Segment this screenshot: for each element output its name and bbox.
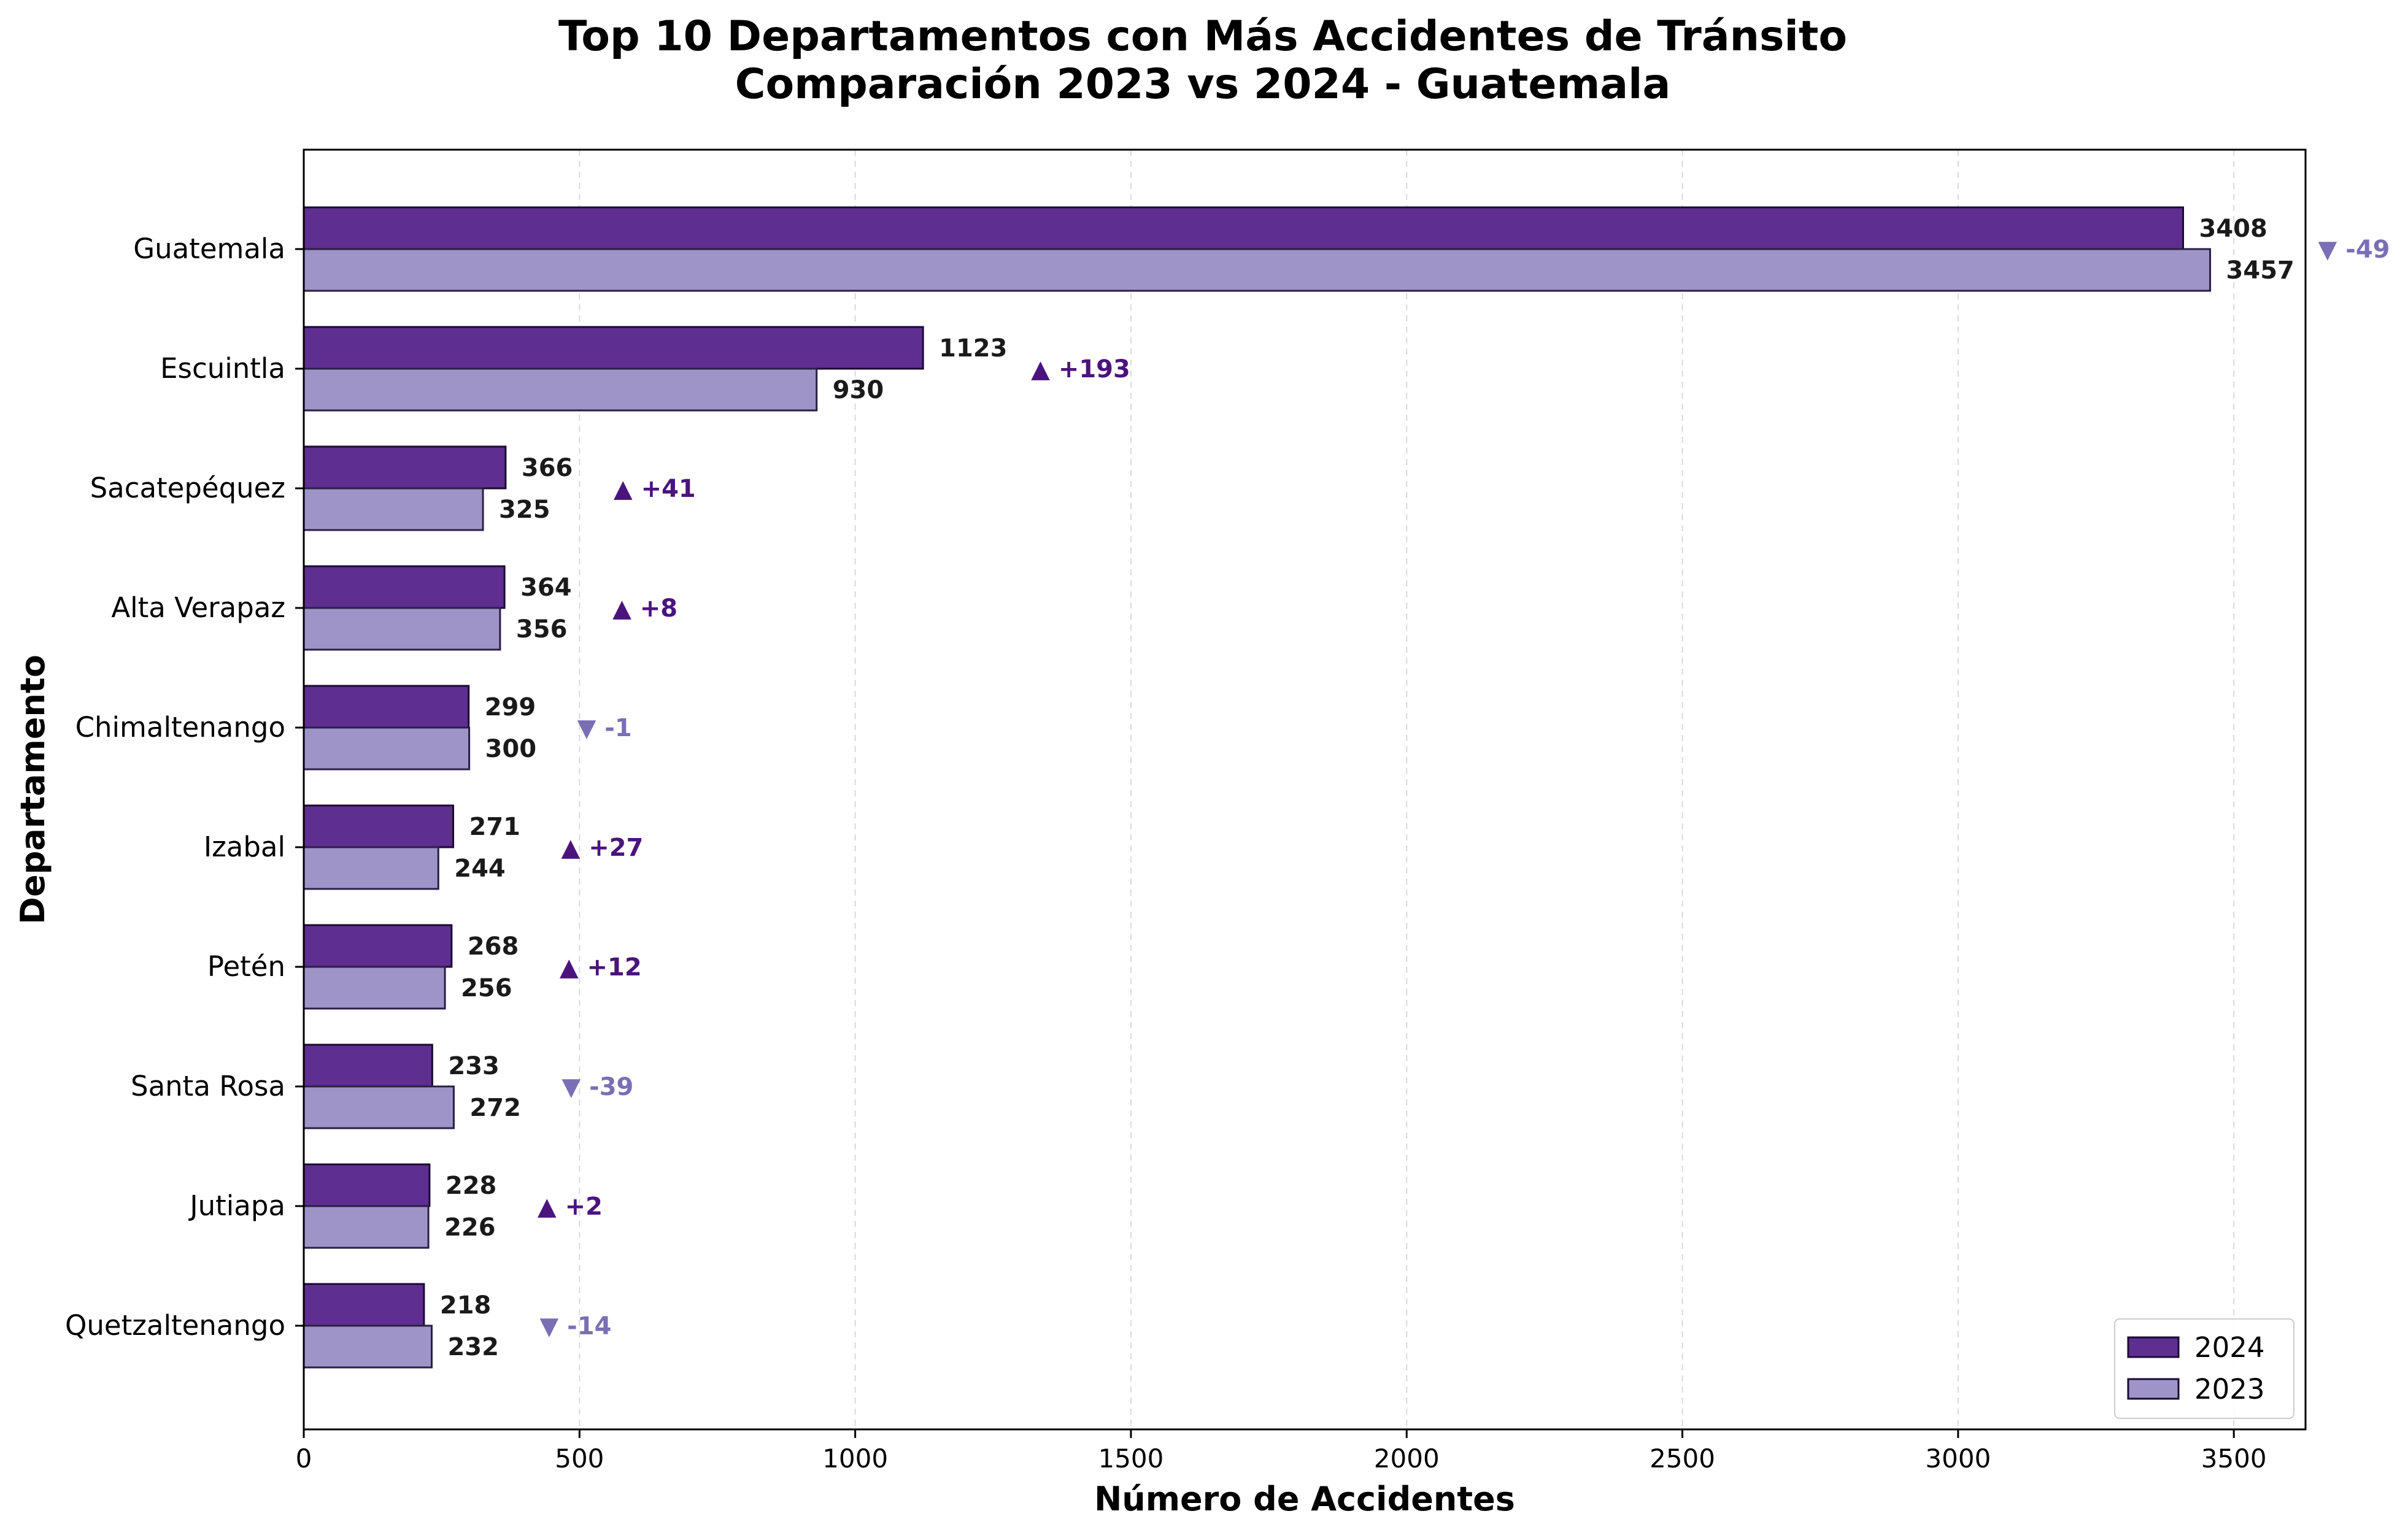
legend-label-2024: 2024 (2194, 1331, 2265, 1364)
value-label-2023-3: 356 (516, 615, 568, 644)
bar-2024-9 (303, 1283, 425, 1327)
value-label-2023-8: 226 (444, 1213, 496, 1242)
value-label-2024-7: 233 (448, 1052, 500, 1080)
value-label-2023-1: 930 (833, 376, 884, 404)
change-label-9: ▼ -14 (539, 1312, 611, 1340)
bar-2023-0 (303, 248, 2212, 292)
bars: 3408 3457 ▼ -49 1123 930 ▲ +193 366 325 ▲ +41 364… (303, 206, 2390, 1369)
bar-2024-7 (303, 1044, 433, 1088)
y-tick-label-8: Jutiapa (188, 1190, 285, 1222)
bar-2024-2 (303, 445, 507, 490)
bar-2024-5 (303, 804, 455, 848)
plot-area-frame (303, 148, 2307, 1431)
change-label-7: ▼ -39 (561, 1073, 633, 1101)
value-label-2024-8: 228 (446, 1172, 497, 1200)
x-tick-label-3: 1500 (1098, 1444, 1163, 1474)
change-label-1: ▲ +193 (1031, 355, 1130, 383)
y-tick-label-7: Santa Rosa (131, 1070, 285, 1102)
bar-2023-6 (303, 966, 446, 1010)
x-tick-label-5: 2500 (1650, 1444, 1715, 1474)
x-tick-label-7: 3500 (2201, 1444, 2267, 1474)
value-label-2024-3: 364 (520, 574, 572, 602)
change-label-6: ▲ +12 (560, 953, 642, 982)
bar-2023-2 (303, 487, 484, 531)
y-tick-label-9: Quetzaltenango (65, 1309, 285, 1342)
bar-2023-3 (303, 607, 501, 651)
bar-2024-1 (303, 326, 924, 370)
legend-swatch-2024 (2127, 1336, 2180, 1358)
value-label-2024-2: 366 (522, 454, 573, 482)
value-label-2023-0: 3457 (2226, 256, 2294, 285)
y-tick-label-2: Sacatepéquez (90, 472, 285, 504)
legend-label-2023: 2023 (2194, 1373, 2265, 1405)
value-label-2023-7: 272 (469, 1094, 521, 1122)
bar-2023-9 (303, 1324, 433, 1369)
bar-2024-0 (303, 206, 2185, 250)
bar-2024-8 (303, 1163, 431, 1207)
value-label-2024-6: 268 (468, 932, 519, 961)
change-label-3: ▲ +8 (612, 594, 677, 623)
y-tick-label-1: Escuintla (160, 352, 285, 385)
value-label-2023-6: 256 (461, 974, 512, 1002)
change-label-0: ▼ -49 (2318, 236, 2390, 264)
value-label-2024-0: 3408 (2199, 215, 2267, 243)
chart-title-line1: Top 10 Departamentos con Más Accidentes … (558, 12, 1847, 61)
bar-2023-8 (303, 1205, 430, 1249)
value-label-2024-5: 271 (469, 813, 521, 841)
legend: 2024 2023 (2114, 1318, 2294, 1419)
x-tick-label-4: 2000 (1374, 1444, 1440, 1474)
y-axis-label: Departamento (14, 655, 52, 925)
change-label-4: ▼ -1 (577, 714, 632, 742)
x-tick-label-0: 0 (296, 1444, 312, 1474)
change-label-5: ▲ +27 (561, 834, 644, 862)
value-label-2023-4: 300 (485, 735, 537, 763)
legend-swatch-2023 (2127, 1378, 2180, 1400)
chart-title-line2: Comparación 2023 vs 2024 - Guatemala (735, 60, 1671, 109)
x-tick-label-2: 1000 (822, 1444, 888, 1474)
y-tick-label-5: Izabal (204, 831, 285, 863)
x-tick-label-1: 500 (555, 1444, 604, 1474)
bar-2023-7 (303, 1085, 455, 1129)
value-label-2024-4: 299 (485, 693, 536, 721)
x-tick-label-6: 3000 (1925, 1444, 1991, 1474)
value-label-2024-9: 218 (440, 1291, 492, 1320)
value-label-2023-2: 325 (499, 496, 550, 524)
value-label-2023-5: 244 (454, 855, 506, 883)
bar-2024-4 (303, 685, 470, 729)
change-label-8: ▲ +2 (538, 1193, 603, 1221)
value-label-2023-9: 232 (447, 1333, 499, 1361)
y-tick-label-6: Petén (207, 950, 285, 983)
value-label-2024-1: 1123 (939, 334, 1007, 363)
y-tick-label-3: Alta Verapaz (111, 591, 285, 624)
bar-2024-6 (303, 924, 453, 968)
y-tick-label-0: Guatemala (133, 233, 285, 265)
change-label-2: ▲ +41 (614, 475, 696, 503)
y-axis-ticks: Guatemala Escuintla Sacatepéquez Alta Verap… (65, 233, 304, 1342)
bar-2023-4 (303, 726, 471, 771)
x-axis-ticks: 0 500 1000 1500 2000 2500 3000 3500 (296, 1429, 2267, 1474)
bar-2024-3 (303, 565, 506, 609)
x-axis-label: Número de Accidentes (1094, 1480, 1515, 1518)
bar-2023-5 (303, 846, 439, 890)
bar-2023-1 (303, 367, 818, 412)
y-tick-label-4: Chimaltenango (75, 711, 285, 744)
